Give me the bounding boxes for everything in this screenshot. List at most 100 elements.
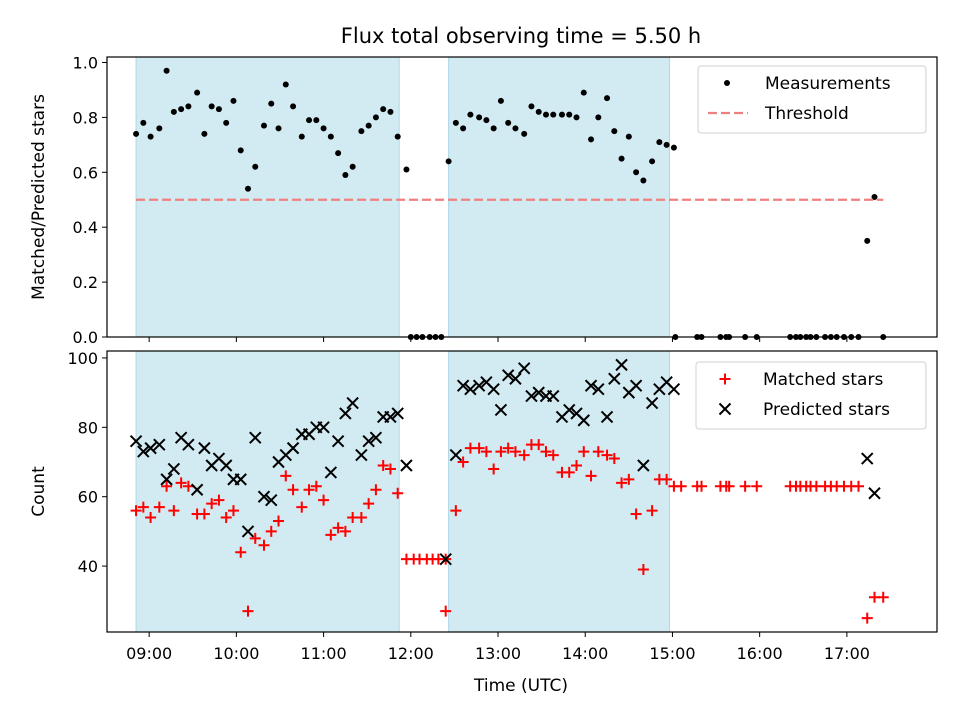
shaded-interval-1 — [135, 350, 400, 633]
matched-star-point — [198, 508, 210, 520]
matched-star-point — [853, 480, 865, 492]
matched-star-point — [265, 525, 277, 537]
y-tick-label: 40 — [78, 557, 98, 576]
chart-title: Flux total observing time = 5.50 h — [341, 24, 701, 48]
predicted-star-point — [509, 372, 522, 385]
predicted-star-point — [629, 379, 643, 392]
measurement-point — [550, 111, 557, 118]
legend-entry-matched-stars: Matched stars — [719, 370, 883, 390]
matched-star-point — [696, 480, 708, 492]
predicted-star-point — [439, 552, 452, 566]
measurement-point — [670, 144, 677, 151]
legend-marker — [718, 402, 732, 416]
matched-star-point — [751, 480, 763, 492]
measurement-point — [535, 108, 542, 115]
predicted-star-point — [167, 462, 181, 476]
matched-star-point — [578, 446, 590, 458]
y-tick-label: 0.8 — [73, 108, 98, 127]
measurement-point — [604, 95, 611, 102]
measurement-point — [298, 133, 305, 140]
bottom-panel-x-ticks: 09:00 10:00 11:00 12:00 13:00 14:00 15:00 16:00… — [126, 632, 870, 663]
predicted-star-point — [861, 452, 874, 465]
measurement-point — [201, 130, 208, 137]
matched-star-point — [280, 470, 292, 482]
measurement-point — [403, 166, 410, 173]
predicted-star-point — [153, 438, 166, 451]
predicted-star-point — [525, 389, 538, 403]
matched-star-point — [440, 605, 452, 617]
matched-star-point — [547, 449, 559, 461]
matched-star-point — [310, 480, 322, 492]
bottom-panel-frame — [106, 350, 938, 633]
x-tick-label: 09:00 — [126, 644, 172, 663]
y-tick-label: 0.0 — [73, 328, 98, 347]
predicted-star-point — [384, 410, 397, 424]
predicted-star-point — [129, 434, 143, 448]
y-tick-label: 60 — [78, 488, 98, 507]
predicted-star-point — [257, 490, 271, 503]
matched-star-point — [585, 470, 597, 482]
measurement-point — [663, 141, 670, 148]
predicted-star-point — [324, 466, 338, 479]
matched-star-point — [242, 605, 254, 617]
measurement-point — [230, 97, 237, 104]
measurement-point — [460, 125, 467, 132]
predicted-star-point — [331, 434, 345, 448]
predicted-star-point — [615, 358, 628, 372]
predicted-star-point — [234, 473, 247, 486]
predicted-star-point — [339, 407, 352, 420]
shaded-interval-2 — [448, 56, 671, 338]
x-tick-label: 17:00 — [824, 644, 870, 663]
y-tick-label: 80 — [78, 418, 98, 437]
legend-marker — [719, 373, 731, 385]
predicted-star-point — [317, 421, 330, 434]
x-tick-label: 11:00 — [301, 644, 347, 663]
measurement-point — [588, 136, 595, 143]
predicted-star-point — [355, 448, 368, 462]
measurement-point — [252, 163, 259, 170]
matched-star-point — [161, 480, 173, 492]
predicted-star-point — [577, 414, 590, 427]
top-panel-y-ticks: 0.0 0.2 0.4 0.6 0.8 1.0 — [73, 53, 107, 347]
measurement-point — [313, 117, 320, 124]
matched-star-point — [861, 612, 873, 624]
top-panel-legend: Measurements Threshold — [697, 65, 927, 134]
bottom-panel-shaded-intervals — [135, 350, 671, 633]
matched-star-point — [296, 501, 308, 513]
legend-entry-predicted-stars: Predicted stars — [718, 400, 890, 420]
bottom-panel-series — [129, 358, 889, 624]
matched-star-point — [145, 512, 157, 524]
matched-star-point — [739, 480, 751, 492]
matched-star-point — [137, 501, 149, 513]
measurement-point — [611, 128, 618, 135]
legend-label-matched-stars: Matched stars — [763, 370, 883, 390]
measurement-point — [260, 122, 267, 129]
measurement-point — [380, 106, 387, 113]
measurement-point — [275, 125, 282, 132]
shaded-interval-1 — [135, 56, 400, 338]
top-panel-x-ticks — [148, 337, 848, 342]
predicted-star-point — [369, 431, 383, 444]
measurement-point — [633, 169, 640, 176]
measurement-point — [625, 133, 632, 140]
x-axis-label: Time (UTC) — [473, 676, 568, 696]
predicted-star-point — [391, 407, 404, 420]
matched-star-point — [601, 449, 613, 461]
measurement-point — [394, 133, 401, 140]
measurement-point — [528, 103, 535, 110]
measurement-point — [580, 89, 587, 96]
measurement-point — [268, 100, 275, 107]
matched-star-point — [488, 463, 500, 475]
predicted-star-point — [265, 493, 278, 507]
legend-label-threshold: Threshold — [764, 104, 849, 124]
predicted-star-point — [592, 382, 605, 396]
measurement-point — [497, 97, 504, 104]
series-predicted-stars — [129, 358, 881, 566]
matched-star-point — [675, 480, 687, 492]
matched-star-point — [318, 494, 330, 506]
measurement-point — [566, 111, 573, 118]
x-tick-label: 13:00 — [475, 644, 521, 663]
predicted-star-point — [286, 441, 300, 455]
predicted-star-point — [547, 389, 560, 403]
matched-star-point — [168, 505, 180, 517]
